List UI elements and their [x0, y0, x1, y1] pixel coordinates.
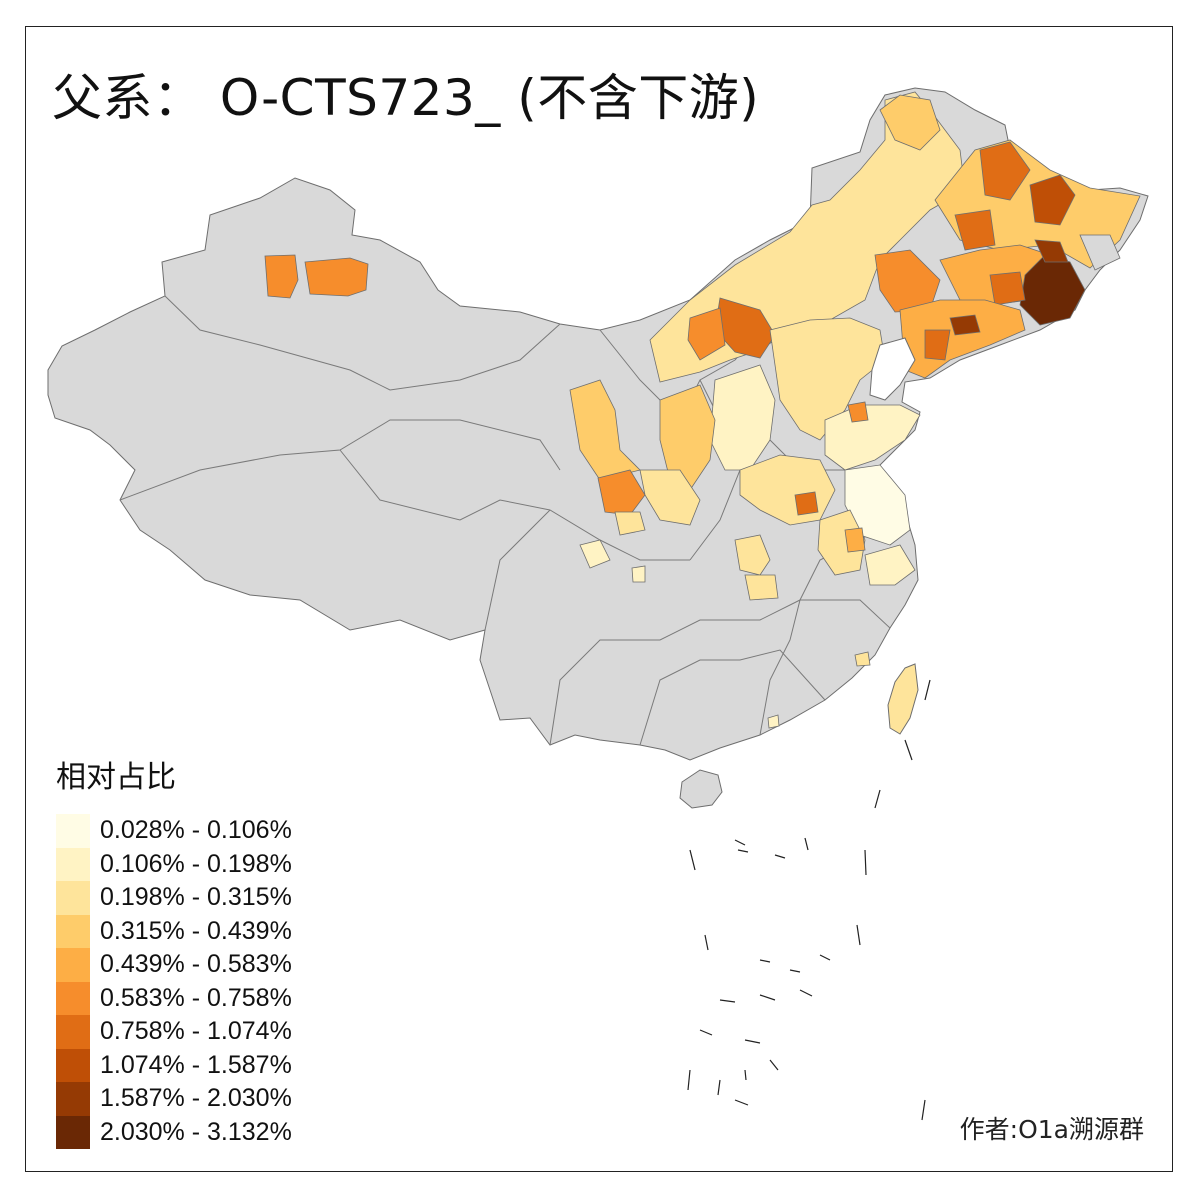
legend-label: 0.028% - 0.106%	[100, 816, 292, 845]
legend-row: 1.074% - 1.587%	[56, 1048, 292, 1082]
legend-label: 0.439% - 0.583%	[100, 950, 292, 979]
legend-swatch	[56, 981, 90, 1015]
legend-swatch	[56, 814, 90, 848]
region-zhengzhou	[794, 491, 819, 516]
region-yichun	[1029, 174, 1076, 226]
legend-label: 1.074% - 1.587%	[100, 1050, 292, 1079]
legend-swatch	[56, 914, 90, 948]
legend-row: 0.028% - 0.106%	[56, 814, 292, 848]
region-gansu-south	[569, 379, 641, 481]
taiwan	[887, 663, 919, 735]
legend-row: 0.583% - 0.758%	[56, 981, 292, 1015]
region-suihua	[979, 141, 1031, 201]
region-jiangsu	[844, 464, 911, 546]
region-gannan	[597, 469, 646, 516]
legend: 相对占比 0.028% - 0.106% 0.106% - 0.198% 0.198…	[56, 752, 292, 1149]
region-ganzi	[631, 565, 646, 583]
legend-label: 0.198% - 0.315%	[100, 883, 292, 912]
region-hulunbuir-north	[879, 94, 941, 151]
region-ordos	[687, 307, 726, 361]
legend-swatch	[56, 881, 90, 915]
region-baishan	[1034, 239, 1069, 263]
region-zhejiang-north	[864, 544, 916, 586]
author-credit: 作者:O1a溯源群	[959, 1115, 1144, 1144]
region-shenyang	[949, 314, 981, 336]
legend-rows: 0.028% - 0.106% 0.106% - 0.198% 0.198% - 0…	[56, 814, 292, 1149]
region-anshan	[924, 329, 951, 361]
legend-row: 0.315% - 0.439%	[56, 914, 292, 948]
region-shaanxi	[659, 384, 716, 491]
legend-row: 1.587% - 2.030%	[56, 1082, 292, 1116]
legend-swatch	[56, 1048, 90, 1082]
region-aba	[579, 539, 611, 569]
region-hefei	[844, 527, 866, 553]
region-shandong	[824, 404, 921, 471]
region-tonghua	[989, 271, 1026, 306]
region-hubei-west	[734, 534, 771, 576]
legend-swatch	[56, 1115, 90, 1149]
legend-swatch	[56, 1082, 90, 1116]
region-dezhou	[847, 401, 869, 423]
legend-row: 0.758% - 1.074%	[56, 1015, 292, 1049]
legend-label: 2.030% - 3.132%	[100, 1117, 292, 1146]
region-enshi	[744, 574, 779, 601]
legend-label: 0.583% - 0.758%	[100, 983, 292, 1012]
legend-label: 0.758% - 1.074%	[100, 1017, 292, 1046]
legend-title: 相对占比	[56, 760, 176, 795]
region-altay	[304, 257, 369, 297]
region-shanxi	[709, 364, 776, 471]
region-anhui	[817, 509, 866, 576]
legend-label: 1.587% - 2.030%	[100, 1084, 292, 1113]
legend-row: 0.106% - 0.198%	[56, 847, 292, 881]
legend-row: 0.439% - 0.583%	[56, 948, 292, 982]
region-fujian-dot	[854, 651, 871, 667]
legend-label: 0.315% - 0.439%	[100, 916, 292, 945]
region-longnan	[614, 511, 646, 536]
legend-swatch	[56, 1015, 90, 1049]
legend-label: 0.106% - 0.198%	[100, 849, 292, 878]
legend-row: 0.198% - 0.315%	[56, 881, 292, 915]
region-hebei	[769, 317, 886, 441]
bohai-sea	[869, 337, 916, 401]
region-harbin	[954, 209, 996, 251]
legend-swatch	[56, 847, 90, 881]
legend-row: 2.030% - 3.132%	[56, 1115, 292, 1149]
south-china-sea-islands	[687, 679, 931, 1121]
map-title: 父系： O-CTS723_ (不含下游)	[52, 69, 760, 127]
hainan	[679, 769, 723, 809]
legend-swatch	[56, 948, 90, 982]
region-guangdong-dot	[767, 714, 780, 729]
region-tacheng	[264, 254, 299, 299]
region-mudanjiang	[1079, 234, 1121, 271]
region-tianshui	[639, 469, 701, 526]
